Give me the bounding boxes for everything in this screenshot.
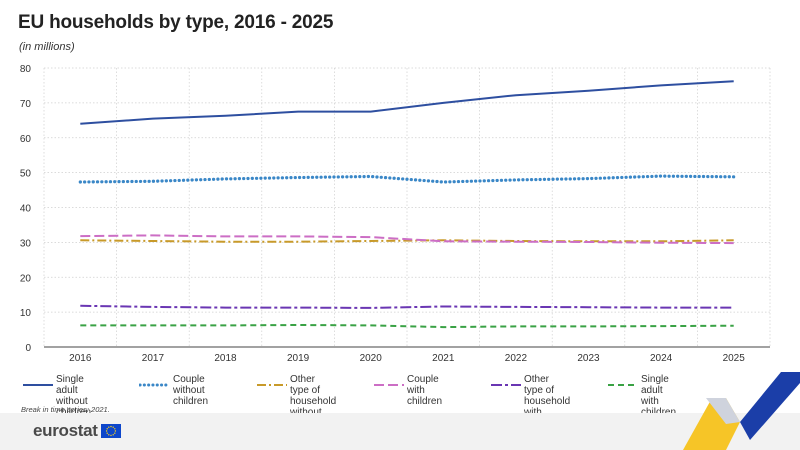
y-tick-label: 0	[25, 343, 31, 354]
y-tick-label: 20	[20, 273, 32, 284]
legend-label: Couple without children	[173, 374, 209, 407]
x-tick-label: 2021	[432, 353, 455, 364]
x-tick-label: 2018	[214, 353, 237, 364]
y-tick-label: 70	[20, 99, 32, 110]
x-tick-label: 2016	[69, 353, 92, 364]
line-chart: 0 10 20 30 40 50 60 70 80 2016 2017 2018 2019 2020 202…	[20, 64, 771, 364]
chart-title: EU households by type, 2016 - 2025	[18, 12, 334, 33]
series-line	[80, 304, 734, 309]
legend-swatch	[491, 384, 521, 386]
legend-swatch	[374, 384, 404, 386]
legend-label: Single adult without children	[56, 374, 91, 418]
x-tick-label: 2020	[360, 353, 383, 364]
series-line	[78, 174, 736, 184]
eurostat-logo: eurostat	[33, 421, 98, 440]
legend-swatch	[139, 383, 171, 387]
legend-swatch	[23, 384, 53, 386]
chart-legend: Single adult without children Couple with…	[22, 372, 712, 429]
x-tick-label: 2023	[577, 353, 600, 364]
y-tick-label: 40	[20, 204, 32, 215]
x-tick-label: 2017	[142, 353, 165, 364]
break-note: Break in time series: 2021.	[21, 405, 110, 414]
series-line	[80, 80, 734, 125]
x-tick-label: 2025	[723, 353, 746, 364]
chart-subtitle: (in millions)	[19, 41, 75, 53]
y-tick-label: 60	[20, 134, 32, 145]
legend-label: Single adult with children	[641, 374, 676, 418]
series-line	[80, 324, 734, 329]
legend-swatch	[257, 384, 287, 386]
series-line	[80, 239, 734, 243]
legend-swatch	[608, 384, 638, 386]
legend-label: Couple with children	[407, 374, 443, 407]
footer-bar: eurostat	[0, 413, 800, 450]
eu-flag-icon	[101, 424, 121, 438]
x-tick-label: 2019	[287, 353, 310, 364]
y-tick-label: 30	[20, 238, 32, 249]
x-tick-label: 2022	[505, 353, 528, 364]
y-tick-label: 80	[20, 64, 32, 75]
y-tick-label: 10	[20, 308, 32, 319]
y-tick-label: 50	[20, 169, 32, 180]
series-line	[80, 234, 734, 245]
x-tick-label: 2024	[650, 353, 673, 364]
